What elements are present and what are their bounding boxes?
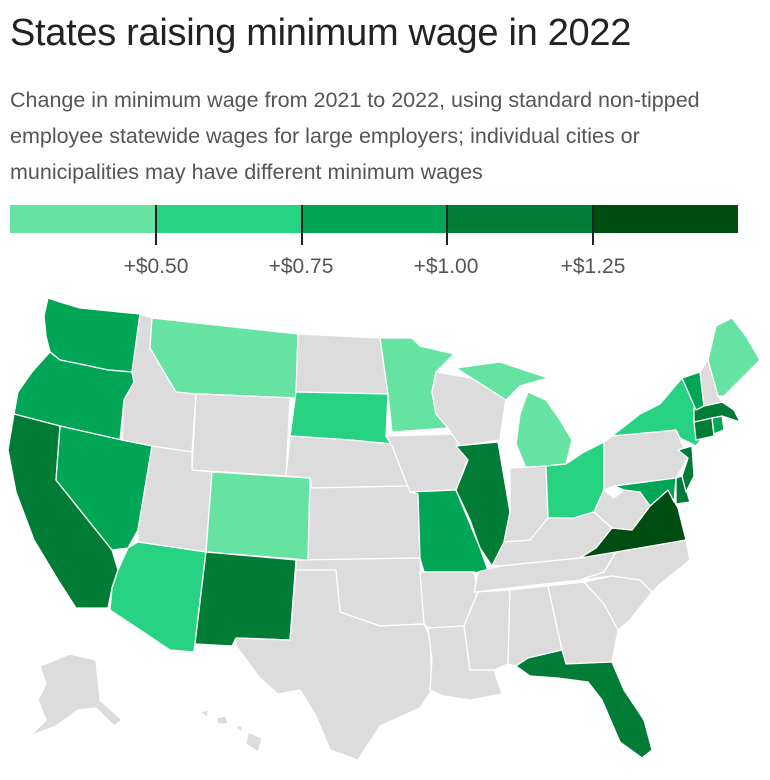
legend-tick-label: +$0.50	[123, 255, 189, 278]
state-ND[interactable]	[295, 333, 389, 395]
state-ME[interactable]	[707, 317, 761, 397]
state-WY[interactable]	[191, 393, 291, 477]
state-RI[interactable]	[711, 415, 725, 435]
state-NC[interactable]	[579, 539, 691, 593]
legend-bin-5	[593, 205, 738, 233]
state-TX[interactable]	[235, 569, 433, 761]
state-FL[interactable]	[515, 649, 653, 759]
legend-tick	[301, 205, 303, 245]
color-legend: +$0.50 +$0.75 +$1.00 +$1.25	[10, 205, 738, 278]
legend-bin-2	[156, 205, 302, 233]
us-states-map	[7, 297, 761, 761]
state-CO[interactable]	[205, 471, 311, 561]
state-MT[interactable]	[149, 317, 299, 399]
state-AZ[interactable]	[109, 541, 207, 653]
state-IL[interactable]	[455, 441, 511, 567]
legend-bin-3	[302, 205, 448, 233]
legend-tick	[446, 205, 448, 245]
state-NJ[interactable]	[677, 445, 695, 493]
state-MA[interactable]	[693, 401, 741, 423]
legend-bin-1	[10, 205, 156, 233]
state-KS[interactable]	[307, 485, 421, 561]
legend-tick-label: +$1.25	[560, 255, 626, 278]
chart-title: States raising minimum wage in 2022	[10, 12, 632, 54]
state-NH[interactable]	[699, 359, 723, 407]
legend-tick	[592, 205, 594, 245]
chart-subtitle: Change in minimum wage from 2021 to 2022…	[10, 88, 700, 184]
legend-bin-4	[447, 205, 593, 233]
state-NM[interactable]	[193, 551, 297, 653]
state-AK[interactable]	[29, 653, 123, 737]
legend-tick	[155, 205, 157, 245]
legend-tick-label: +$1.00	[413, 255, 479, 278]
state-HI[interactable]	[199, 709, 263, 753]
state-SD[interactable]	[289, 391, 393, 445]
state-DE[interactable]	[675, 475, 691, 505]
legend-tick-label: +$0.75	[268, 255, 334, 278]
